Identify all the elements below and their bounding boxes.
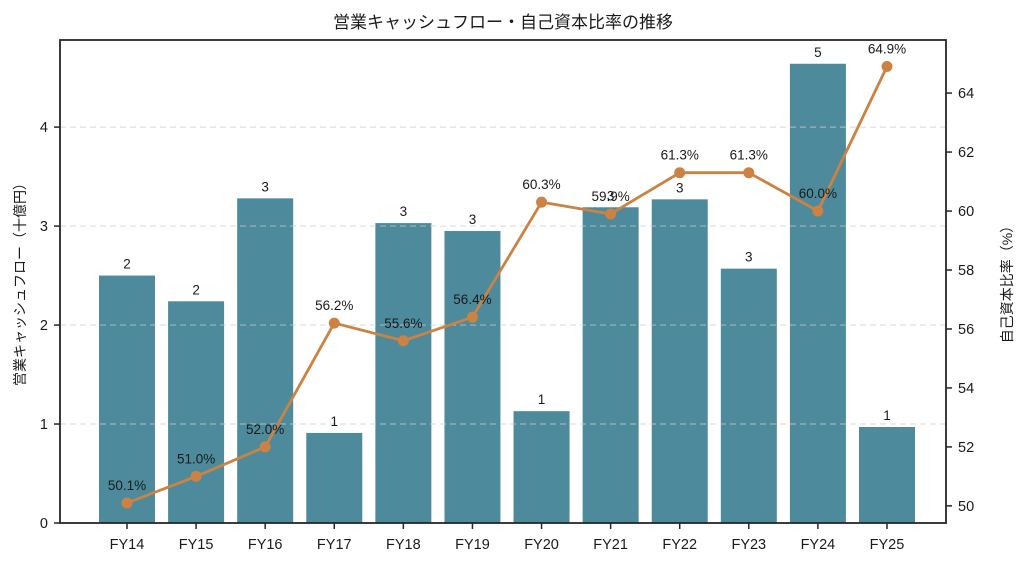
y-left-tick-label: 3 (40, 219, 48, 235)
equity-ratio-line (126, 65, 889, 505)
bar-FY23 (720, 268, 777, 523)
y-right-tick-label: 62 (958, 145, 974, 161)
line-point-FY22 (674, 167, 686, 179)
bar-FY21 (582, 207, 639, 524)
bar-label-FY19: 3 (469, 212, 477, 227)
y-left-tick-label: 4 (40, 120, 48, 136)
bar-label-FY15: 2 (192, 282, 200, 297)
line-point-FY25 (881, 61, 893, 73)
y-left-tick-label: 0 (40, 516, 48, 532)
line-label-FY15: 51.0% (177, 451, 215, 466)
line-point-FY24 (812, 205, 824, 217)
y-left-tick-label: 2 (40, 318, 48, 334)
line-point-FY16 (259, 441, 271, 453)
x-tick-label-FY15: FY15 (179, 537, 214, 553)
bar-FY16 (237, 198, 294, 523)
line-point-FY14 (121, 497, 133, 509)
x-tick-label-FY19: FY19 (455, 537, 490, 553)
line-point-FY20 (536, 196, 548, 208)
bar-label-FY14: 2 (123, 257, 131, 272)
x-tick-label-FY16: FY16 (248, 537, 283, 553)
x-tick-label-FY25: FY25 (870, 537, 905, 553)
x-tick-label-FY17: FY17 (317, 537, 352, 553)
bar-label-FY18: 3 (400, 204, 408, 219)
bar-label-FY24: 5 (814, 45, 822, 60)
y-right-tick-label: 54 (958, 381, 974, 397)
line-point-FY18 (397, 335, 409, 347)
line-point-FY15 (190, 470, 202, 482)
bar-label-FY25: 1 (883, 408, 891, 423)
bar-FY17 (306, 432, 363, 523)
bar-label-FY22: 3 (676, 180, 684, 195)
bar-FY18 (375, 223, 432, 524)
x-tick-label-FY24: FY24 (801, 537, 836, 553)
y-right-tick-label: 52 (958, 440, 974, 456)
x-tick-label-FY22: FY22 (662, 537, 697, 553)
bar-FY20 (513, 411, 570, 523)
bar-label-FY20: 1 (538, 392, 546, 407)
x-tick-label-FY18: FY18 (386, 537, 421, 553)
line-label-FY23: 61.3% (730, 148, 768, 163)
bar-FY24 (789, 63, 846, 524)
line-label-FY17: 56.2% (315, 298, 353, 313)
y-right-tick-label: 56 (958, 322, 974, 338)
line-label-FY18: 55.6% (384, 316, 422, 331)
y-right-tick-label: 50 (958, 499, 974, 515)
bar-label-FY16: 3 (261, 179, 269, 194)
line-label-FY24: 60.0% (799, 186, 837, 201)
y-left-tick-label: 1 (40, 417, 48, 433)
x-tick-label-FY21: FY21 (593, 537, 628, 553)
bar-label-FY21: 3 (607, 188, 615, 203)
x-tick-label-FY14: FY14 (110, 537, 145, 553)
right-axis-title: 自己資本比率（%） (999, 218, 1015, 344)
y-right-tick-label: 64 (958, 86, 974, 102)
bar-FY19 (444, 231, 501, 524)
line-point-FY19 (466, 311, 478, 323)
line-label-FY19: 56.4% (453, 292, 491, 307)
line-label-FY14: 50.1% (108, 478, 146, 493)
x-tick-label-FY20: FY20 (524, 537, 559, 553)
line-label-FY22: 61.3% (661, 148, 699, 163)
y-right-tick-label: 58 (958, 263, 974, 279)
line-point-FY17 (328, 317, 340, 329)
x-tick-label-FY23: FY23 (731, 537, 766, 553)
bar-FY22 (651, 199, 708, 523)
bar-label-FY17: 1 (331, 414, 339, 429)
chart-title: 営業キャッシュフロー・自己資本比率の推移 (333, 13, 673, 32)
bar-label-FY23: 3 (745, 250, 753, 265)
left-axis-title: 営業キャッシュフロー（十億円） (12, 176, 28, 386)
bar-FY25 (858, 426, 915, 523)
plot-border (59, 39, 947, 524)
line-point-FY23 (743, 167, 755, 179)
bar-FY15 (168, 301, 225, 523)
line-label-FY25: 64.9% (868, 42, 906, 57)
line-label-FY16: 52.0% (246, 422, 284, 437)
line-point-FY21 (605, 208, 617, 220)
bar-FY14 (99, 275, 155, 523)
line-label-FY20: 60.3% (522, 177, 560, 192)
y-right-tick-label: 60 (958, 204, 974, 220)
line-label-FY21: 59.9% (591, 189, 629, 204)
